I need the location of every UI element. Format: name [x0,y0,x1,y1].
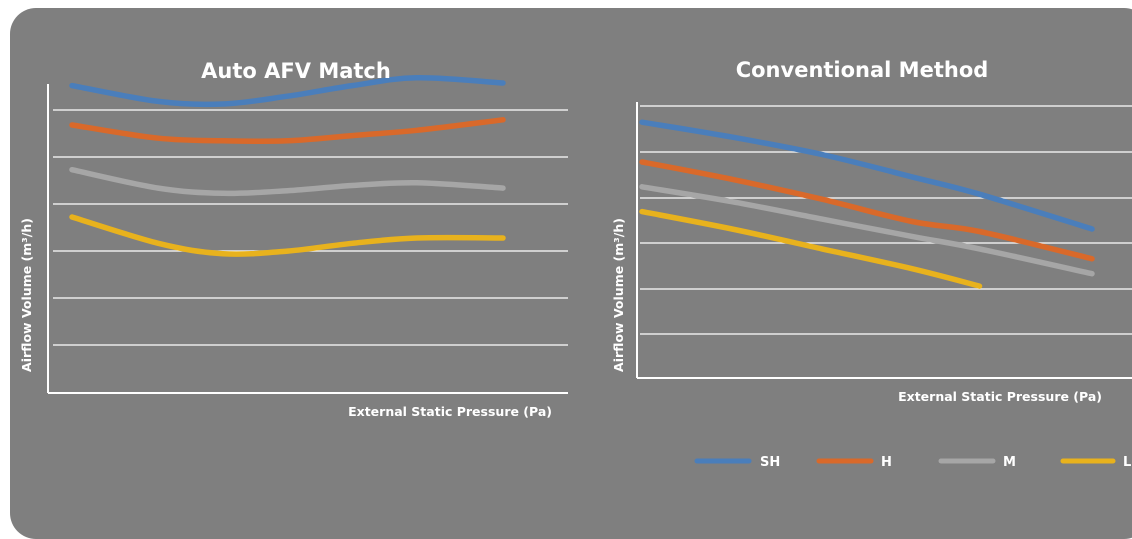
chart-title-right: Conventional Method [736,58,989,82]
series-line-right-h [639,159,1095,262]
legend-label-l: L [1123,455,1131,470]
chart-title-left: Auto AFV Match [201,59,391,83]
series-line-left-sh [69,75,506,108]
series-line-left-l [69,214,506,257]
chart-panel [10,8,1132,539]
legend-label-sh: SH [760,455,780,470]
y-axis-label-right: Airflow Volume (m³/h) [611,218,626,372]
legend-label-m: M [1003,455,1016,470]
chart-right [636,102,1132,379]
series-line-left-m [69,166,506,197]
x-axis-label-left: External Static Pressure (Pa) [348,404,552,419]
series-line-left-h [69,117,506,145]
series-line-right-m [639,184,1095,277]
chart-left [47,75,568,394]
series-line-right-l [639,208,983,289]
y-axis-label-left: Airflow Volume (m³/h) [19,218,34,372]
legend-label-h: H [881,455,892,470]
series-line-right-sh [639,119,1095,232]
legend: SH H M L [694,455,1131,470]
x-axis-label-right: External Static Pressure (Pa) [898,389,1102,404]
